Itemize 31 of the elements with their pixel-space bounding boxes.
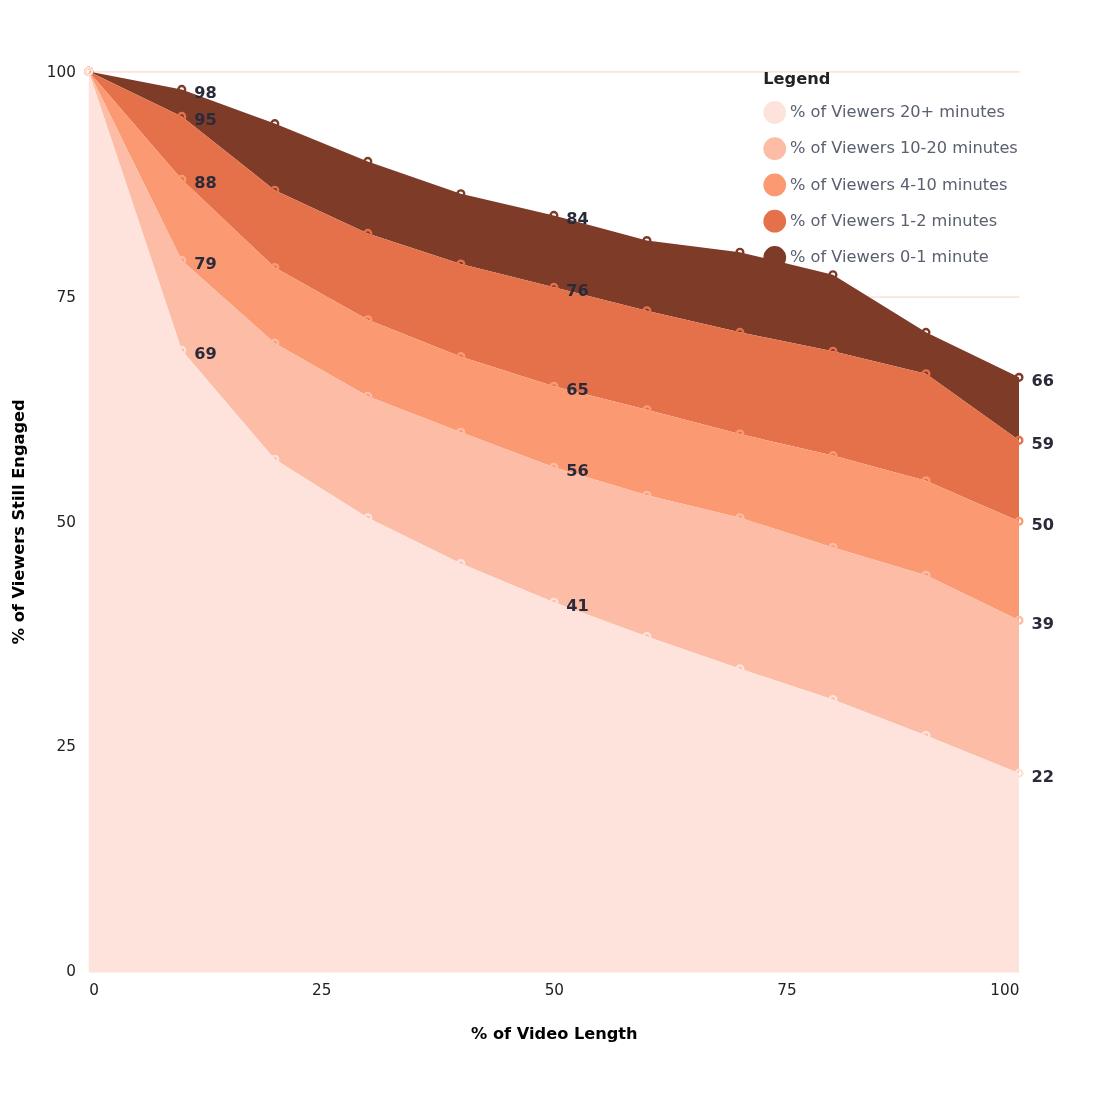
- data-label: 95: [194, 110, 217, 130]
- x-tick-label: 100: [990, 981, 1020, 1000]
- legend-label: % of Viewers 0-1 minute: [790, 247, 989, 267]
- data-label: 66: [1031, 370, 1054, 390]
- x-tick-label: 50: [544, 981, 565, 1000]
- y-tick-label: 25: [56, 737, 76, 756]
- x-tick-label: 0: [89, 981, 99, 1000]
- legend-label: % of Viewers 10-20 minutes: [790, 138, 1018, 158]
- data-label: 56: [566, 460, 589, 480]
- data-label: 88: [194, 172, 217, 192]
- data-label: 22: [1031, 766, 1054, 786]
- data-label: 79: [194, 253, 217, 273]
- data-label: 69: [194, 343, 217, 363]
- legend-label: % of Viewers 20+ minutes: [790, 102, 1005, 122]
- data-label: 39: [1031, 613, 1054, 633]
- data-label: 50: [1031, 514, 1054, 534]
- data-label: 65: [566, 379, 589, 399]
- data-label: 98: [194, 83, 217, 103]
- legend-label: % of Viewers 4-10 minutes: [790, 174, 1008, 194]
- x-tick-label: 75: [777, 981, 797, 1000]
- y-tick-label: 0: [66, 962, 76, 981]
- data-label: 59: [1031, 433, 1054, 453]
- y-axis-title: % of Viewers Still Engaged: [8, 399, 28, 645]
- legend-title: Legend: [763, 68, 831, 88]
- y-tick-label: 75: [56, 287, 76, 306]
- y-tick-label: 100: [46, 62, 76, 81]
- x-axis-title: % of Video Length: [471, 1024, 638, 1044]
- y-tick-label: 50: [56, 512, 76, 531]
- x-tick-label: 25: [312, 981, 332, 1000]
- legend-label: % of Viewers 1-2 minutes: [790, 211, 998, 231]
- data-label: 41: [566, 595, 589, 615]
